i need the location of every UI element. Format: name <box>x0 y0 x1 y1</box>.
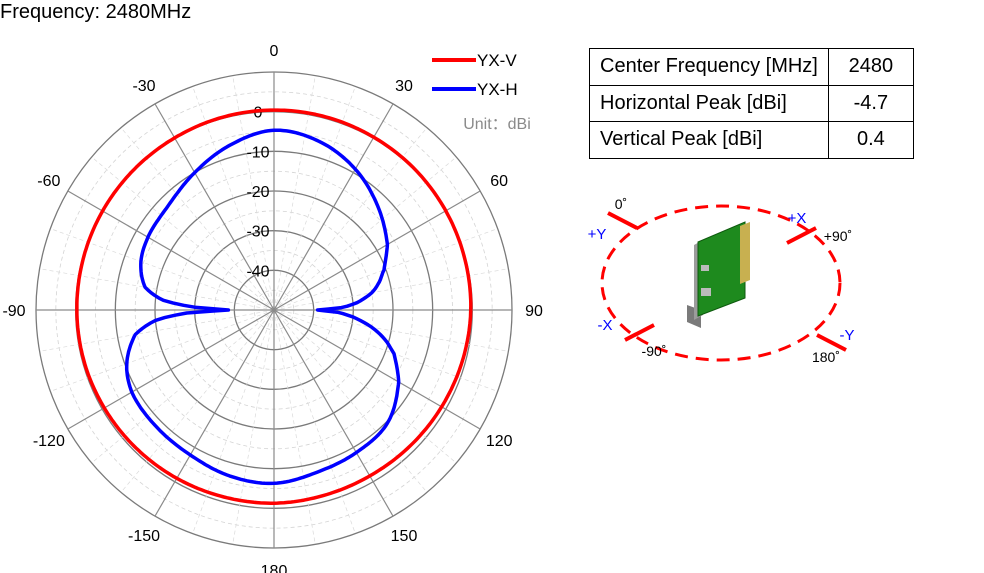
polar-radiation-chart: 0 30 60 90 120 150 180 -150 -120 -90 -60 -30 0 -10 -2… <box>2 43 543 573</box>
minor-spoke <box>273 86 356 311</box>
angle-label-0: 0˚ <box>615 196 627 212</box>
major-spoke <box>154 309 275 517</box>
angle-tick-label: -150 <box>128 528 160 545</box>
minor-spoke <box>273 309 428 493</box>
minor-spoke <box>192 309 275 534</box>
major-spoke <box>67 190 275 311</box>
device-icon <box>687 221 750 328</box>
major-spoke <box>273 309 394 517</box>
table-cell-label: Center Frequency [MHz] <box>589 48 829 86</box>
axis-label-minus-x: -X <box>598 317 613 334</box>
major-spoke <box>67 309 275 430</box>
angle-label-180: 180˚ <box>812 349 840 365</box>
tick-mark <box>786 226 817 245</box>
major-spoke <box>273 309 481 430</box>
major-spoke <box>273 103 394 311</box>
radial-tick-label: -40 <box>246 263 269 280</box>
radial-tick-label: -20 <box>246 184 269 201</box>
angle-tick-label: 90 <box>525 303 543 320</box>
angle-tick-label: 150 <box>391 528 418 545</box>
radial-tick-label: 0 <box>254 105 263 122</box>
table-cell-value: 2480 <box>827 48 914 86</box>
angle-tick-labels: 0 30 60 90 120 150 180 -150 -120 -90 -60 -30 <box>2 43 543 573</box>
radial-tick-label: -10 <box>246 144 269 161</box>
angle-tick-label: 180 <box>261 563 288 573</box>
minor-spoke <box>273 309 509 352</box>
table-cell-value: 0.4 <box>827 121 914 159</box>
angle-tick-label: 60 <box>490 173 508 190</box>
angle-tick-label: -120 <box>33 433 65 450</box>
minor-spoke <box>91 309 275 464</box>
legend-label: YX-V <box>477 51 517 70</box>
series-line-yx-h <box>124 128 401 486</box>
legend-label: YX-H <box>477 80 518 99</box>
minor-spoke <box>232 309 275 545</box>
minor-spoke <box>120 309 275 493</box>
table-cell-label: Vertical Peak [dBi] <box>589 121 829 159</box>
chart-legend: YX-V YX-H <box>432 51 518 99</box>
table-row: Center Frequency [MHz] 2480 <box>589 48 914 86</box>
minor-spoke <box>273 309 356 534</box>
table-row: Horizontal Peak [dBi] -4.7 <box>589 84 914 122</box>
chart-title: Frequency: 2480MHz <box>0 1 192 23</box>
angle-label-plus90: +90˚ <box>824 228 852 244</box>
tick-mark <box>607 211 638 230</box>
polar-grid <box>35 71 513 549</box>
angle-tick-label: -90 <box>2 303 25 320</box>
table-row: Vertical Peak [dBi] 0.4 <box>589 121 914 159</box>
unit-label: Unit：dBi <box>463 116 531 133</box>
radial-tick-labels: 0 -10 -20 -30 -40 <box>246 105 269 281</box>
tick-mark <box>624 323 655 342</box>
axis-label-minus-y: -Y <box>840 327 855 344</box>
angle-tick-label: 30 <box>395 78 413 95</box>
angle-tick-label: 0 <box>270 43 279 60</box>
angle-tick-label: -30 <box>132 78 155 95</box>
summary-table: Center Frequency [MHz] 2480 Horizontal P… <box>589 48 914 159</box>
orientation-diagram: 0˚ +90˚ -90˚ 180˚ +Y +X -X -Y <box>588 196 855 365</box>
minor-spoke <box>273 309 316 545</box>
table-cell-label: Horizontal Peak [dBi] <box>589 84 829 122</box>
angle-tick-label: -60 <box>37 173 60 190</box>
radiation-curves <box>75 108 473 505</box>
tick-mark <box>816 333 847 352</box>
rotation-ellipse <box>600 204 842 362</box>
table-cell-value: -4.7 <box>827 84 914 122</box>
radial-tick-label: -30 <box>246 224 269 241</box>
series-line-yx-v <box>75 108 473 505</box>
axis-label-plus-x: +X <box>788 210 807 227</box>
minor-spoke <box>50 309 275 392</box>
minor-spoke <box>273 309 498 392</box>
minor-spoke <box>273 309 457 464</box>
axis-label-plus-y: +Y <box>588 226 607 243</box>
angle-label-minus90: -90˚ <box>642 343 667 359</box>
angle-tick-label: 120 <box>486 433 513 450</box>
